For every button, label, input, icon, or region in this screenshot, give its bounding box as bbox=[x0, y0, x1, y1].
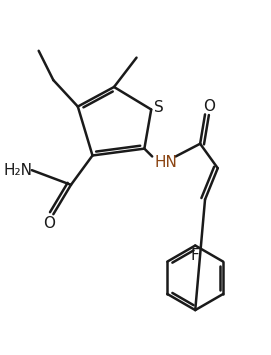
Text: F: F bbox=[191, 248, 200, 263]
Text: HN: HN bbox=[154, 155, 177, 170]
Text: S: S bbox=[154, 100, 164, 115]
Text: O: O bbox=[203, 99, 215, 114]
Text: H₂N: H₂N bbox=[4, 163, 33, 178]
Text: O: O bbox=[43, 215, 56, 230]
